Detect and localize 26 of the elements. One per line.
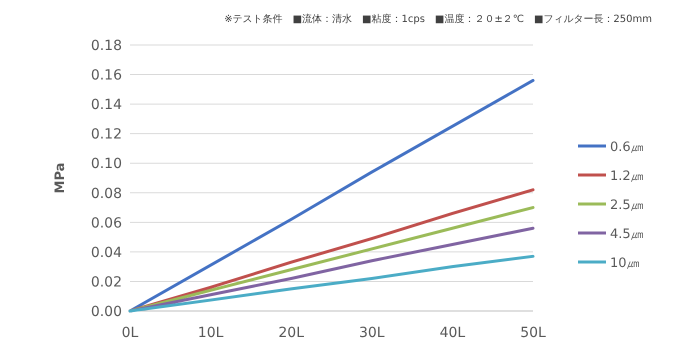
y-tick-label: 0.18: [90, 38, 122, 54]
x-tick-label: 40L: [440, 325, 466, 341]
y-tick-label: 0.04: [90, 244, 122, 261]
line-series: [128, 226, 534, 312]
y-axis-title: MPa: [53, 162, 68, 194]
line-series: [128, 254, 534, 312]
y-tick-label: 0.16: [90, 68, 122, 84]
x-tick-label: 50L: [520, 325, 546, 341]
y-tick-label: 0.08: [90, 186, 122, 202]
y-tick-label: 0.12: [90, 126, 122, 143]
y-tick-label: 0.06: [90, 215, 122, 232]
y-tick-label: 0.14: [90, 97, 122, 114]
legend-label: 0.6㎛: [610, 140, 644, 155]
y-tick-label: 0.02: [90, 274, 122, 290]
x-tick-label: 0L: [122, 325, 139, 341]
x-tick-label: 10L: [198, 325, 224, 341]
legend-label: 10㎛: [610, 256, 640, 271]
line-series: [128, 78, 534, 312]
legend-label: 2.5㎛: [610, 198, 644, 213]
x-tick-label: 20L: [278, 325, 304, 341]
chart-subtitle: ※テスト条件 ■流体：清水 ■粘度：1cps ■温度：２０±２℃ ■フィルター長：250mm: [224, 13, 652, 25]
y-tick-label: 0.00: [90, 304, 122, 320]
x-tick-label: 30L: [358, 325, 385, 341]
legend-label: 4.5㎛: [610, 227, 644, 242]
legend-label: 1.2㎛: [610, 169, 644, 184]
y-tick-label: 0.10: [90, 156, 122, 172]
